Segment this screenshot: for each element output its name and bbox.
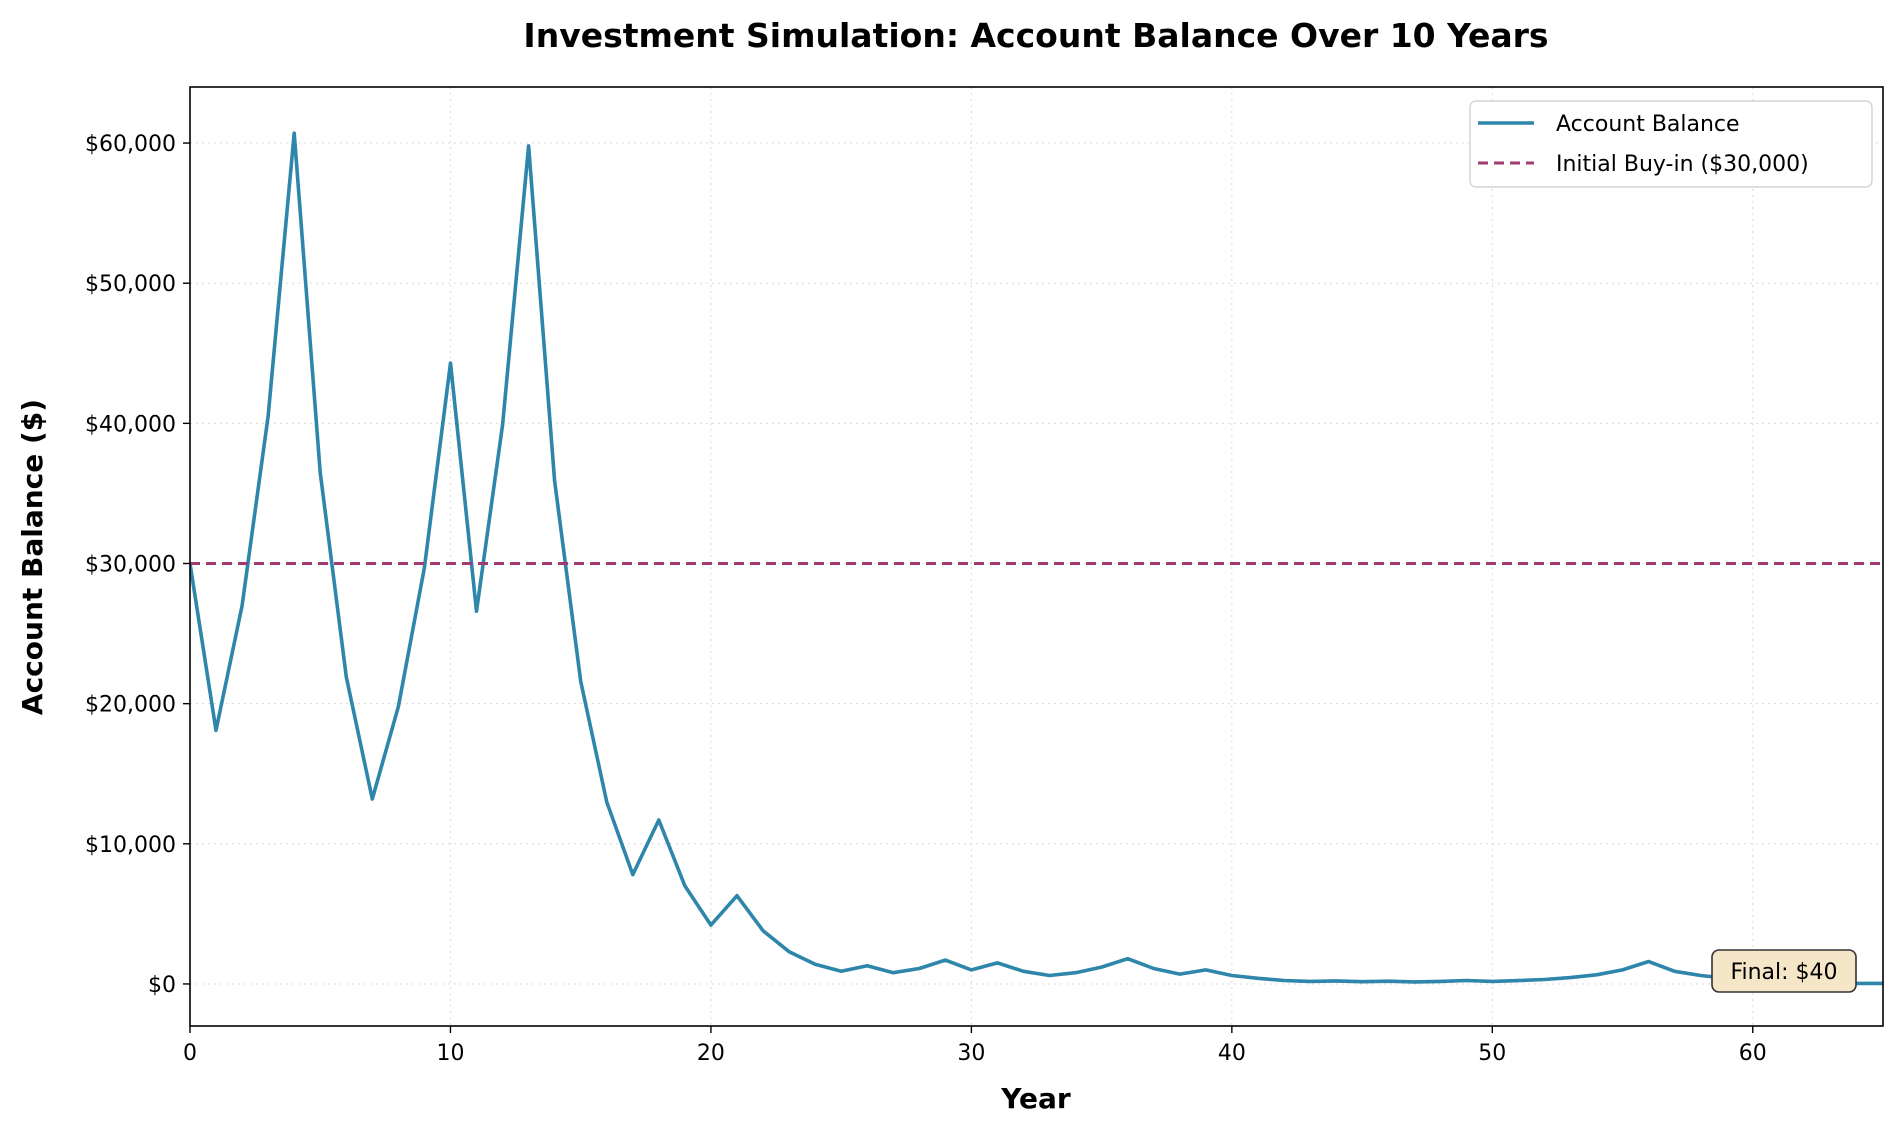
grid-lines — [189, 87, 1883, 1026]
y-tick-label: $10,000 — [85, 833, 176, 858]
x-tick-label: 60 — [1739, 1041, 1767, 1066]
legend: Account Balance Initial Buy-in ($30,000) — [1469, 100, 1873, 188]
y-tick-label: $50,000 — [85, 272, 176, 297]
legend-label-account-balance: Account Balance — [1556, 112, 1740, 137]
x-tick-label: 20 — [697, 1041, 725, 1066]
x-tick-label: 10 — [436, 1041, 464, 1066]
y-axis-ticks: $0 $10,000 $20,000 $30,000 $40,000 $50,000 $60… — [85, 132, 190, 998]
x-tick-label: 40 — [1218, 1041, 1246, 1066]
chart-title: Investment Simulation: Account Balance O… — [523, 16, 1548, 55]
x-tick-label: 30 — [957, 1041, 985, 1066]
final-value-annotation: Final: $40 — [1711, 949, 1857, 993]
series-layer — [190, 131, 1883, 986]
x-axis-label: Year — [1000, 1082, 1071, 1115]
x-tick-label: 50 — [1478, 1041, 1506, 1066]
plot-area-frame — [189, 86, 1884, 1027]
legend-label-initial-buy-in: Initial Buy-in ($30,000) — [1556, 152, 1809, 177]
x-axis-ticks: 0 10 20 30 40 50 60 — [183, 1026, 1767, 1066]
y-tick-label: $0 — [148, 973, 176, 998]
y-tick-label: $30,000 — [85, 553, 176, 578]
y-tick-label: $60,000 — [85, 132, 176, 157]
annotation-box — [1711, 949, 1857, 993]
x-tick-label: 0 — [183, 1041, 197, 1066]
y-tick-label: $20,000 — [85, 693, 176, 718]
series-line-account-balance — [190, 131, 1883, 986]
y-tick-label: $40,000 — [85, 412, 176, 437]
legend-box — [1469, 100, 1873, 188]
y-axis-label: Account Balance ($) — [16, 399, 49, 715]
annotation-text: Final: $40 — [1730, 960, 1837, 985]
